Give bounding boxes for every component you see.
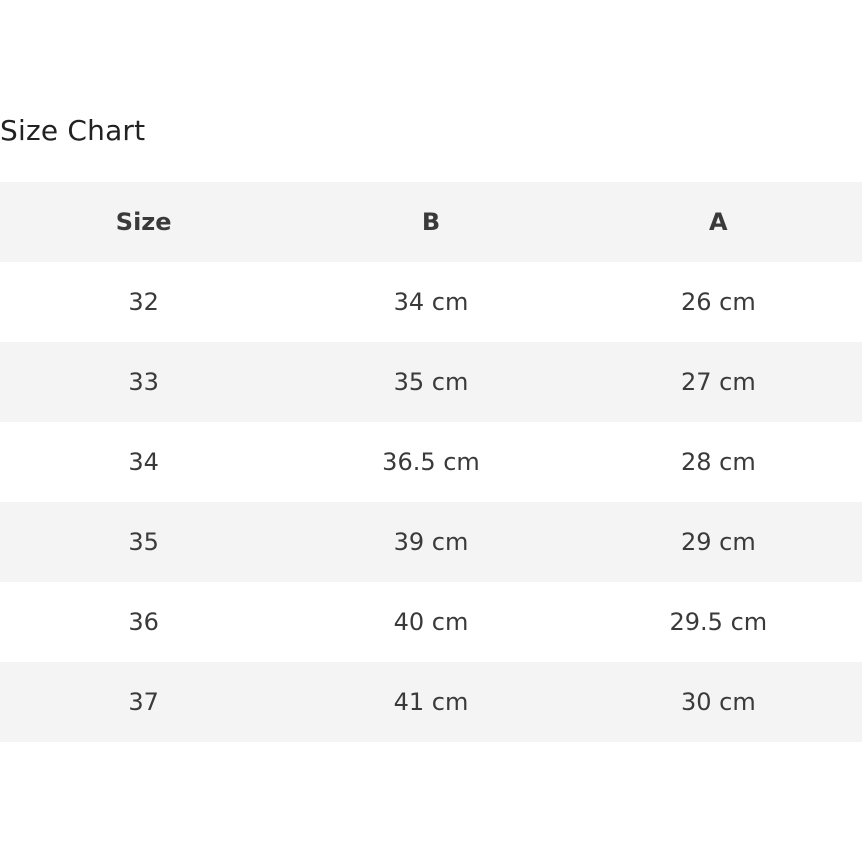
table-row: 37 41 cm 30 cm <box>0 662 862 742</box>
header-a: A <box>709 208 728 236</box>
cell-a: 26 cm <box>680 288 756 316</box>
cell-a: 27 cm <box>680 368 756 396</box>
cell-b: 41 cm <box>393 688 469 716</box>
cell-size: 33 <box>128 368 159 396</box>
cell-b: 34 cm <box>393 288 469 316</box>
cell-b: 40 cm <box>393 608 469 636</box>
cell-a: 29.5 cm <box>669 608 768 636</box>
header-size: Size <box>115 208 172 236</box>
cell-a: 29 cm <box>680 528 756 556</box>
cell-b: 35 cm <box>393 368 469 396</box>
table-row: 35 39 cm 29 cm <box>0 502 862 582</box>
cell-size: 36 <box>128 608 159 636</box>
size-chart-table: Size B A 32 34 cm 26 cm 33 35 cm 27 cm 34 36.5 … <box>0 182 862 742</box>
header-b: B <box>421 208 441 236</box>
page-title: Size Chart <box>0 114 146 147</box>
cell-b: 39 cm <box>393 528 469 556</box>
cell-size: 37 <box>128 688 159 716</box>
table-row: 34 36.5 cm 28 cm <box>0 422 862 502</box>
cell-b: 36.5 cm <box>382 448 480 476</box>
cell-size: 35 <box>128 528 159 556</box>
cell-a: 30 cm <box>680 688 756 716</box>
table-row: 36 40 cm 29.5 cm <box>0 582 862 662</box>
table-header-row: Size B A <box>0 182 862 262</box>
cell-a: 28 cm <box>680 448 756 476</box>
table-row: 32 34 cm 26 cm <box>0 262 862 342</box>
table-row: 33 35 cm 27 cm <box>0 342 862 422</box>
cell-size: 32 <box>128 288 159 316</box>
cell-size: 34 <box>128 448 159 476</box>
